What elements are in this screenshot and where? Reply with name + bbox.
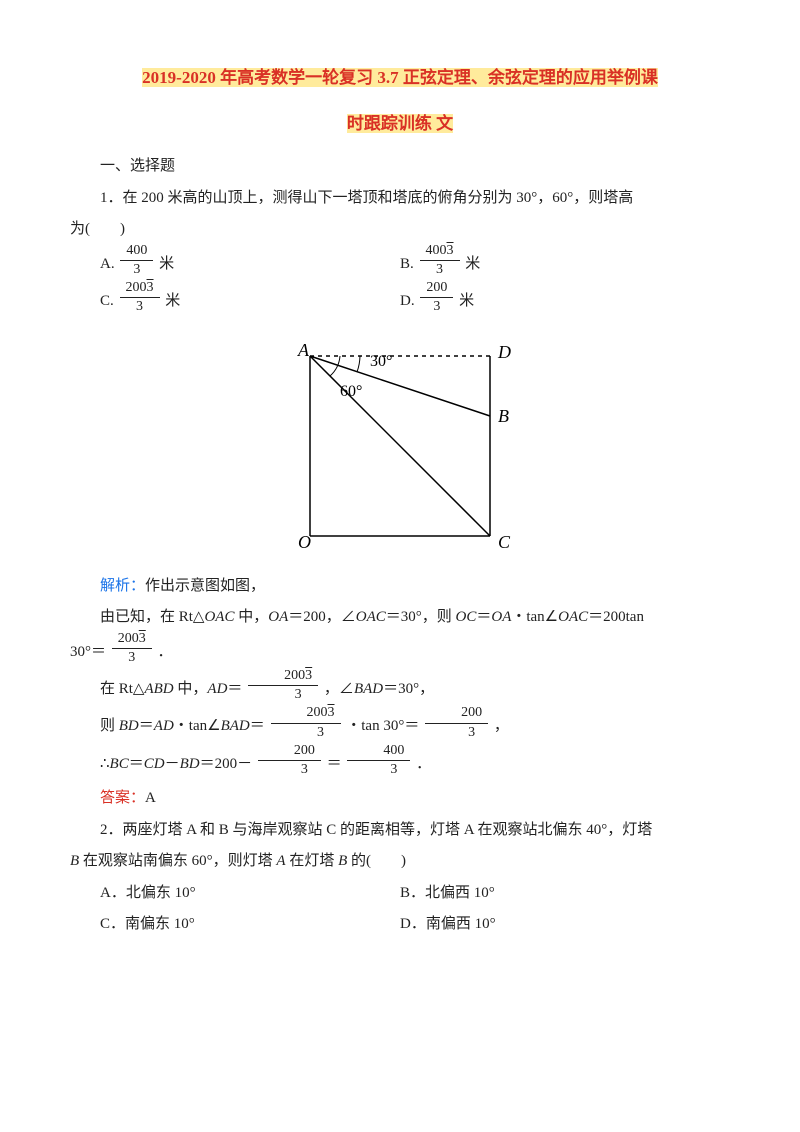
s1e-num1: 2003: [271, 704, 341, 723]
q1-optD: D. 2003 米: [400, 283, 700, 320]
s1c-num: 2003: [112, 630, 152, 649]
optA-prefix: A.: [100, 256, 118, 272]
s1d-num: 2003: [248, 667, 318, 686]
svg-text:30°: 30°: [370, 353, 392, 370]
page-root: 2019-2020 年高考数学一轮复习 3.7 正弦定理、余弦定理的应用举例课 …: [0, 0, 800, 1132]
ans-label: 答案：: [100, 790, 145, 806]
sol-line2: 由已知，在 Rt△OAC 中，OA＝200，∠OAC＝30°，则 OC＝OA・t…: [70, 602, 730, 634]
title-block: 2019-2020 年高考数学一轮复习 3.7 正弦定理、余弦定理的应用举例课: [70, 60, 730, 96]
optD-num: 200: [420, 279, 453, 298]
sol-line5: 则 BD＝AD・tan∠BAD＝ 20033 ・tan 30°＝ 2003 ，: [70, 708, 730, 745]
optB-den: 3: [420, 261, 460, 279]
q2-line2: B 在观察站南偏东 60°，则灯塔 A 在灯塔 B 的( ): [70, 846, 730, 878]
title-block-2: 时跟踪训练 文: [70, 106, 730, 142]
svg-text:O: O: [298, 532, 311, 552]
q2-optD: D．南偏西 10°: [400, 909, 700, 941]
q1-line2: 为( ): [70, 214, 730, 246]
sol1a: 作出示意图如图，: [145, 578, 265, 594]
sol-line6: ∴BC＝CD－BD＝200－ 2003 ＝ 4003 ．: [70, 746, 730, 783]
q1-line1: 1．在 200 米高的山顶上，测得山下一塔顶和塔底的俯角分别为 30°，60°，…: [70, 183, 730, 215]
doc-title-1: 2019-2020 年高考数学一轮复习 3.7 正弦定理、余弦定理的应用举例课: [142, 68, 658, 87]
svg-text:B: B: [498, 406, 509, 426]
optA-suffix: 米: [159, 256, 174, 272]
q1-optA: A. 4003 米: [70, 246, 400, 283]
optB-prefix: B.: [400, 256, 418, 272]
optC-suffix: 米: [165, 293, 180, 309]
optD-suffix: 米: [459, 293, 474, 309]
optC-num: 2003: [120, 279, 160, 298]
section-heading: 一、选择题: [70, 151, 730, 183]
optB-num: 4003: [420, 242, 460, 261]
sol-line4: 在 Rt△ABD 中，AD＝ 20033 ，∠BAD＝30°，: [70, 671, 730, 708]
q1-options-row1: A. 4003 米 B. 40033 米: [70, 246, 730, 283]
svg-text:A: A: [297, 340, 310, 360]
doc-title-2: 时跟踪训练 文: [347, 114, 453, 133]
optC-prefix: C.: [100, 293, 118, 309]
q1-optB: B. 40033 米: [400, 246, 700, 283]
q1-figure: A D B C O 30° 60°: [280, 336, 520, 556]
ans1: A: [145, 790, 156, 806]
optD-den: 3: [420, 298, 453, 316]
q1-optC: C. 20033 米: [70, 283, 400, 320]
q2-options-row2: C．南偏东 10° D．南偏西 10°: [70, 909, 730, 941]
q2-line1: 2．两座灯塔 A 和 B 与海岸观察站 C 的距离相等，灯塔 A 在观察站北偏东…: [70, 815, 730, 847]
q2-optA: A．北偏东 10°: [70, 878, 400, 910]
optD-prefix: D.: [400, 293, 418, 309]
svg-text:C: C: [498, 532, 511, 552]
q2-optC: C．南偏东 10°: [70, 909, 400, 941]
optA-num: 400: [120, 242, 153, 261]
sol-line1: 解析：作出示意图如图，: [70, 571, 730, 603]
svg-text:D: D: [497, 342, 511, 362]
sol-label: 解析：: [100, 578, 145, 594]
sol-line3: 30°＝ 20033 ．: [70, 634, 730, 671]
q2-options-row1: A．北偏东 10° B．北偏西 10°: [70, 878, 730, 910]
optA-den: 3: [120, 261, 153, 279]
optC-den: 3: [120, 298, 160, 316]
q2-optB: B．北偏西 10°: [400, 878, 700, 910]
optB-suffix: 米: [465, 256, 480, 272]
q1-options-row2: C. 20033 米 D. 2003 米: [70, 283, 730, 320]
answer-line: 答案：A: [70, 783, 730, 815]
svg-text:60°: 60°: [340, 383, 362, 400]
